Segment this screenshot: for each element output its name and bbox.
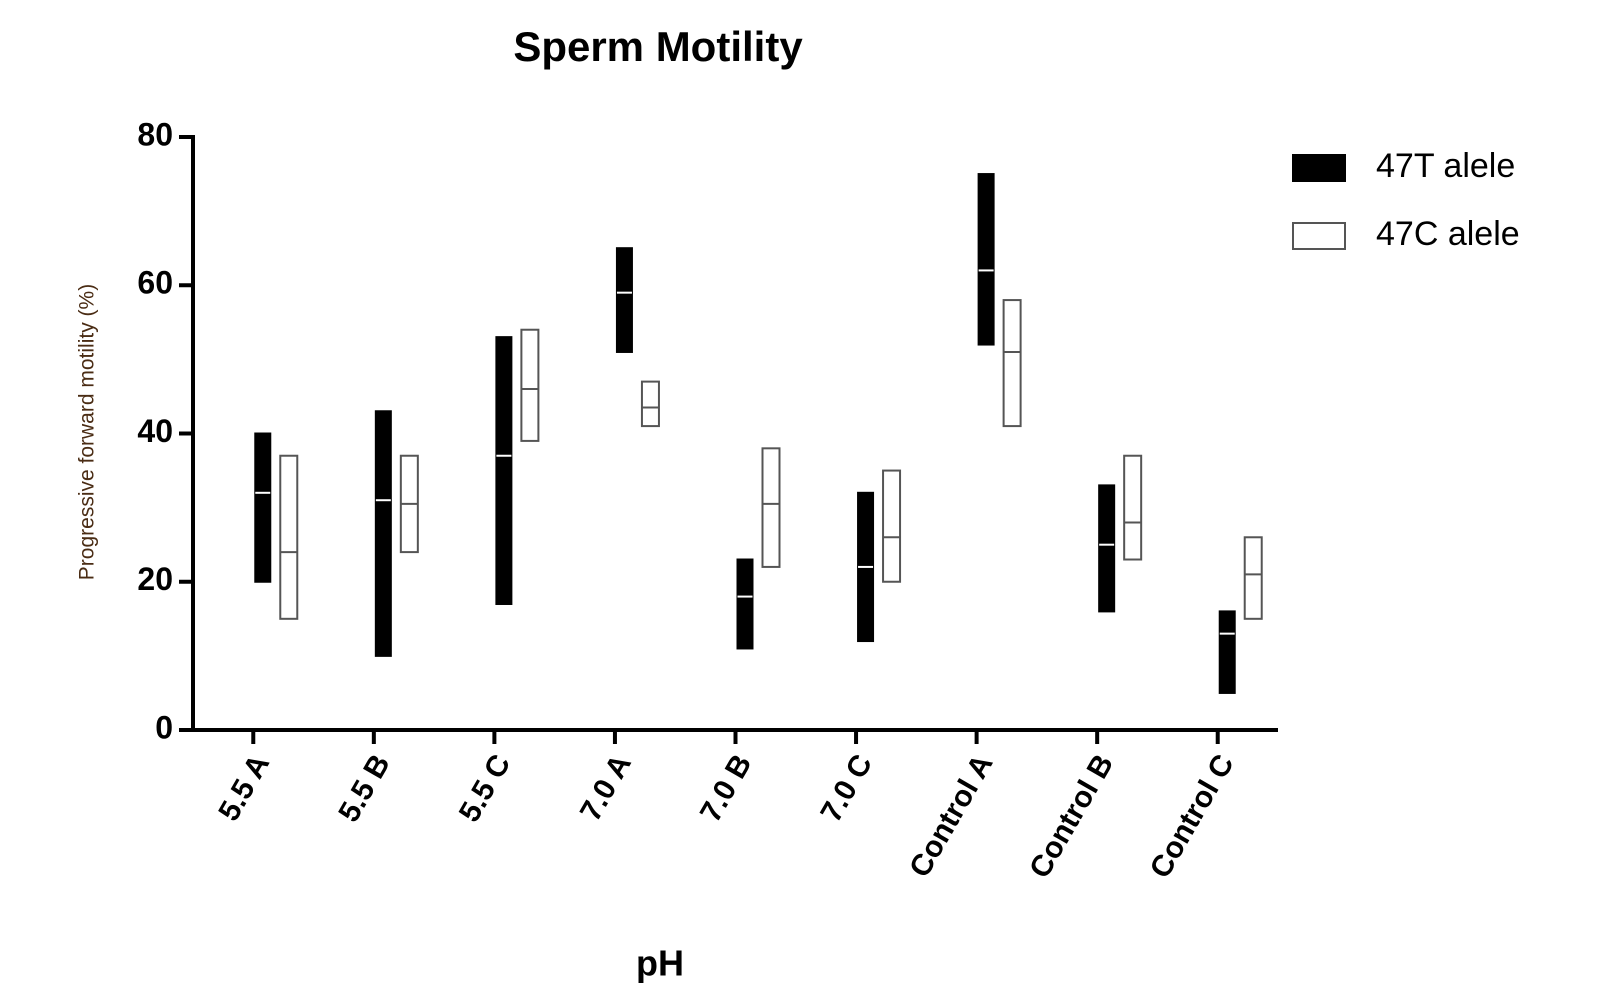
y-tick-label: 80 bbox=[137, 116, 173, 152]
range-bar bbox=[761, 447, 781, 568]
range-bar bbox=[374, 410, 392, 657]
range-bar bbox=[1123, 454, 1143, 561]
x-tick-label: Control B bbox=[1023, 749, 1120, 884]
range-bar bbox=[640, 380, 660, 428]
x-axis-label: pH bbox=[636, 943, 684, 984]
y-tick-label: 60 bbox=[137, 265, 173, 301]
range-bar bbox=[279, 454, 299, 620]
range-bar bbox=[736, 558, 754, 650]
x-tick-label: Control A bbox=[903, 749, 999, 883]
range-bar bbox=[1002, 299, 1022, 428]
x-tick-label: 5.5 A bbox=[212, 749, 276, 827]
x-tick-label: 7.0 B bbox=[694, 749, 758, 828]
range-bar bbox=[882, 469, 902, 583]
y-axis-label: Progressive forward motility (%) bbox=[76, 284, 99, 580]
y-tick-label: 20 bbox=[137, 561, 173, 597]
x-tick-label: 7.0 C bbox=[815, 749, 879, 828]
range-bar bbox=[520, 328, 540, 442]
range-bar bbox=[1243, 536, 1263, 620]
range-bar bbox=[495, 336, 513, 605]
x-tick-label: 7.0 A bbox=[574, 749, 638, 827]
legend-swatch bbox=[1292, 222, 1346, 250]
y-tick-label: 40 bbox=[137, 413, 173, 449]
x-tick-label: 5.5 B bbox=[332, 749, 396, 828]
range-bar bbox=[977, 173, 995, 346]
x-tick-label: Control C bbox=[1144, 749, 1241, 884]
range-bar bbox=[1218, 610, 1236, 694]
chart-title: Sperm Motility bbox=[513, 23, 803, 70]
legend-label: 47T alele bbox=[1376, 147, 1515, 185]
range-bar bbox=[615, 247, 633, 353]
range-bar bbox=[254, 432, 272, 583]
range-bar bbox=[1098, 484, 1116, 613]
legend-label: 47C alele bbox=[1376, 215, 1520, 253]
y-tick-label: 0 bbox=[155, 709, 173, 745]
x-tick-label: 5.5 C bbox=[453, 749, 517, 828]
legend-swatch bbox=[1292, 154, 1346, 182]
